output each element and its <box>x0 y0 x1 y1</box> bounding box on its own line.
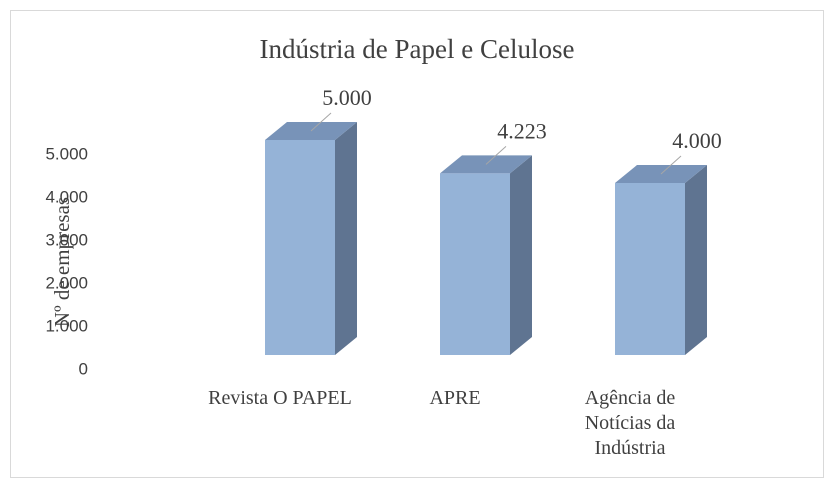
y-tick-label: 2.000 <box>45 273 88 292</box>
y-tick-label: 3.000 <box>45 230 88 249</box>
leader-line <box>660 155 682 175</box>
leader-line <box>310 112 332 132</box>
value-label: 4.000 <box>672 128 722 153</box>
bar <box>615 165 707 355</box>
x-tick-label: Revista O PAPEL <box>208 387 352 409</box>
chart-title: Indústria de Papel e Celulose <box>260 34 575 64</box>
bar-side <box>685 165 707 355</box>
x-tick-label: APRE <box>429 387 481 409</box>
bar-front <box>615 183 685 355</box>
value-label: 4.223 <box>497 118 547 143</box>
y-tick-label: 1.000 <box>45 316 88 335</box>
y-tick-label: 0 <box>79 359 88 378</box>
bar-front <box>265 140 335 355</box>
value-label: 5.000 <box>322 85 372 110</box>
bar-side <box>335 122 357 355</box>
bar <box>440 155 532 355</box>
y-axis-label: Nº de empresas <box>50 197 74 327</box>
y-tick-label: 4.000 <box>45 187 88 206</box>
bar <box>265 122 357 355</box>
x-tick-label: Agência de Notícias da Indústria <box>584 387 676 459</box>
y-tick-label: 5.000 <box>45 144 88 163</box>
leader-line <box>485 146 507 165</box>
bar-front <box>440 173 510 355</box>
bar-side <box>510 155 532 355</box>
